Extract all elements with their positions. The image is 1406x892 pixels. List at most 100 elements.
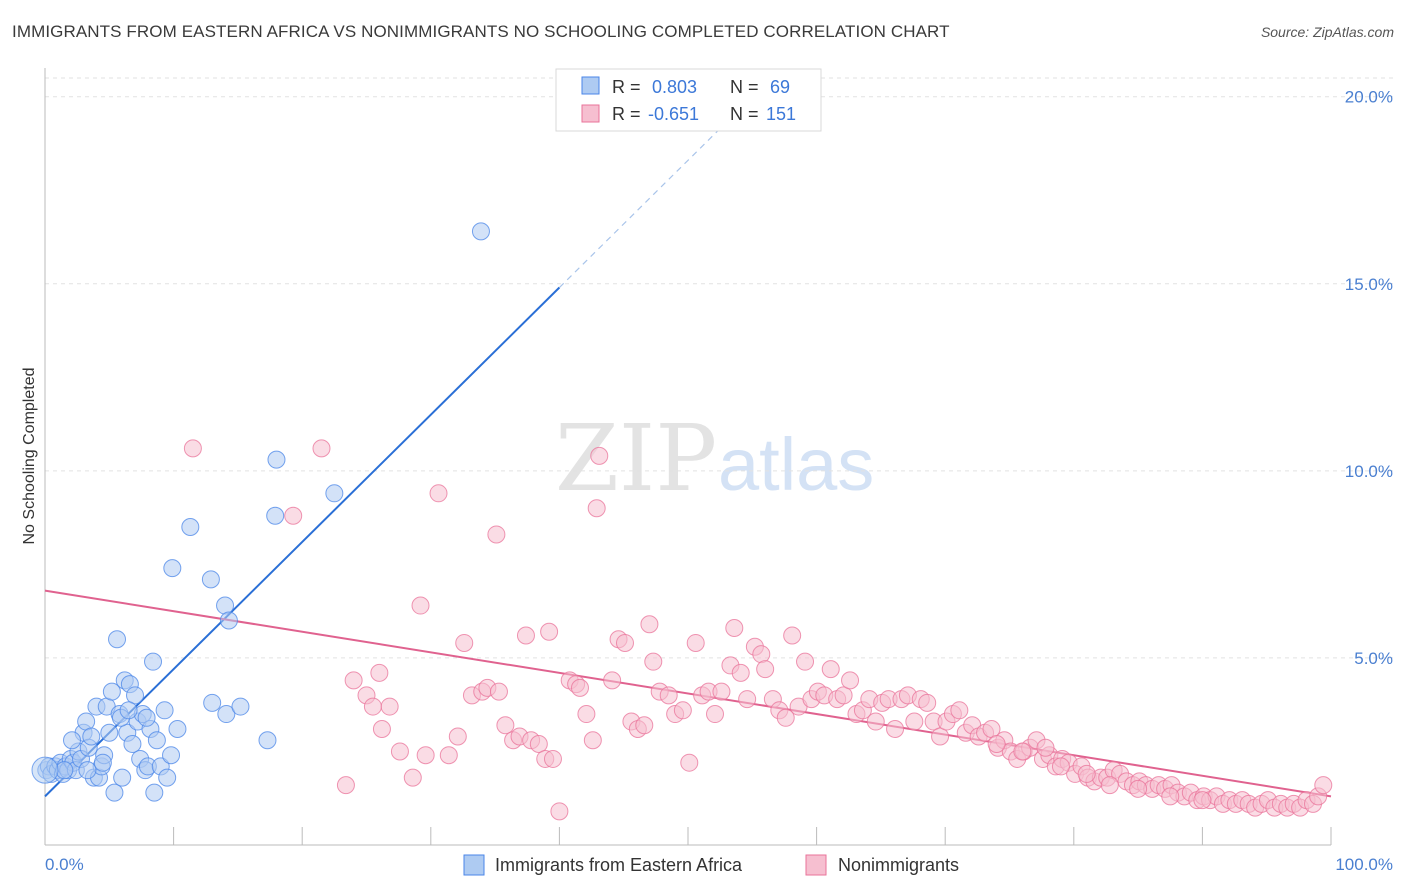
blue-point (78, 761, 97, 780)
pink-point (363, 697, 382, 716)
chart-title: IMMIGRANTS FROM EASTERN AFRICA VS NONIMM… (12, 22, 950, 41)
blue-point (201, 570, 220, 589)
source-label: Source: ZipAtlas.com (1260, 24, 1394, 40)
pink-point (1077, 764, 1096, 783)
x-tick-label-min: 0.0% (45, 855, 84, 874)
blue-point (102, 682, 121, 701)
pink-point (550, 802, 569, 821)
pink-point (706, 705, 725, 724)
blue-point (100, 723, 119, 742)
blue-point (471, 222, 490, 241)
pink-point (866, 712, 885, 731)
blue-point (119, 701, 138, 720)
blue-point (163, 559, 182, 578)
pink-point (183, 439, 202, 458)
pink-r-value: -0.651 (648, 104, 699, 124)
pink-point (448, 727, 467, 746)
blue-n-label: N = (730, 77, 759, 97)
pink-point (686, 633, 705, 652)
pink-point (603, 671, 622, 690)
pink-point (1100, 776, 1119, 795)
pink-point (680, 753, 699, 772)
pink-point (821, 660, 840, 679)
blue-point (77, 712, 96, 731)
pink-point (918, 693, 937, 712)
stats-legend: R = 0.803 N = 69 R = -0.651 N = 151 (555, 68, 822, 132)
pink-point (635, 716, 654, 735)
blue-point (147, 731, 166, 750)
pink-n-value: 151 (766, 104, 796, 124)
blue-point (325, 484, 344, 503)
blue-point (82, 727, 101, 746)
blue-point (231, 697, 250, 716)
pink-point (372, 720, 391, 739)
watermark: ZIP atlas (555, 405, 874, 512)
blue-r-value: 0.803 (652, 77, 697, 97)
blue-point (31, 756, 59, 784)
blue-swatch (581, 76, 600, 95)
legend-pink-label: Nonimmigrants (838, 855, 959, 875)
pink-point (516, 626, 535, 645)
y-tick-label: 5.0% (1354, 649, 1393, 668)
blue-point (108, 630, 127, 649)
pink-point (1036, 738, 1055, 757)
blue-n-value: 69 (770, 77, 790, 97)
pink-point (659, 686, 678, 705)
pink-point (644, 652, 663, 671)
pink-point (776, 708, 795, 727)
y-tick-label: 15.0% (1345, 275, 1393, 294)
pink-point (931, 727, 950, 746)
blue-point (217, 705, 236, 724)
pink-point (543, 749, 562, 768)
pink-point (284, 506, 303, 525)
legend-blue-label: Immigrants from Eastern Africa (495, 855, 743, 875)
pink-point (1193, 791, 1212, 810)
pink-swatch (581, 104, 600, 123)
y-axis-title: No Schooling Completed (21, 368, 38, 545)
blue-point (123, 734, 142, 753)
legend-pink-swatch (805, 854, 827, 876)
pink-point (673, 701, 692, 720)
blue-point (162, 746, 181, 765)
blue-point (181, 517, 200, 536)
gridlines (45, 77, 1395, 659)
pink-point (886, 720, 905, 739)
blue-point (145, 783, 164, 802)
pink-point (583, 731, 602, 750)
bottom-legend: Immigrants from Eastern Africa Nonimmigr… (463, 854, 959, 876)
pink-r-label: R = (612, 104, 641, 124)
pink-point (1013, 742, 1032, 761)
blue-point (216, 596, 235, 615)
legend-blue-swatch (463, 854, 485, 876)
pink-point (905, 712, 924, 731)
pink-point (312, 439, 331, 458)
pink-point (1314, 776, 1333, 795)
blue-point (93, 753, 112, 772)
watermark-atlas: atlas (718, 423, 874, 506)
blue-point (219, 611, 238, 630)
pink-point (615, 633, 634, 652)
blue-r-label: R = (612, 77, 641, 97)
pink-point (455, 633, 474, 652)
pink-point (590, 446, 609, 465)
blue-point (155, 701, 174, 720)
pink-point (336, 776, 355, 795)
pink-point (1129, 779, 1148, 798)
pink-point (731, 663, 750, 682)
pink-point (380, 697, 399, 716)
x-tick-label-max: 100.0% (1335, 855, 1393, 874)
pink-point (429, 484, 448, 503)
blue-point (158, 768, 177, 787)
pink-point (587, 499, 606, 518)
pink-point (416, 746, 435, 765)
blue-point (266, 506, 285, 525)
pink-point (489, 682, 508, 701)
pink-point (496, 716, 515, 735)
blue-point (203, 693, 222, 712)
y-tick-label: 20.0% (1345, 88, 1393, 107)
pink-point (756, 660, 775, 679)
pink-point (796, 652, 815, 671)
pink-point (783, 626, 802, 645)
blue-point (105, 783, 124, 802)
